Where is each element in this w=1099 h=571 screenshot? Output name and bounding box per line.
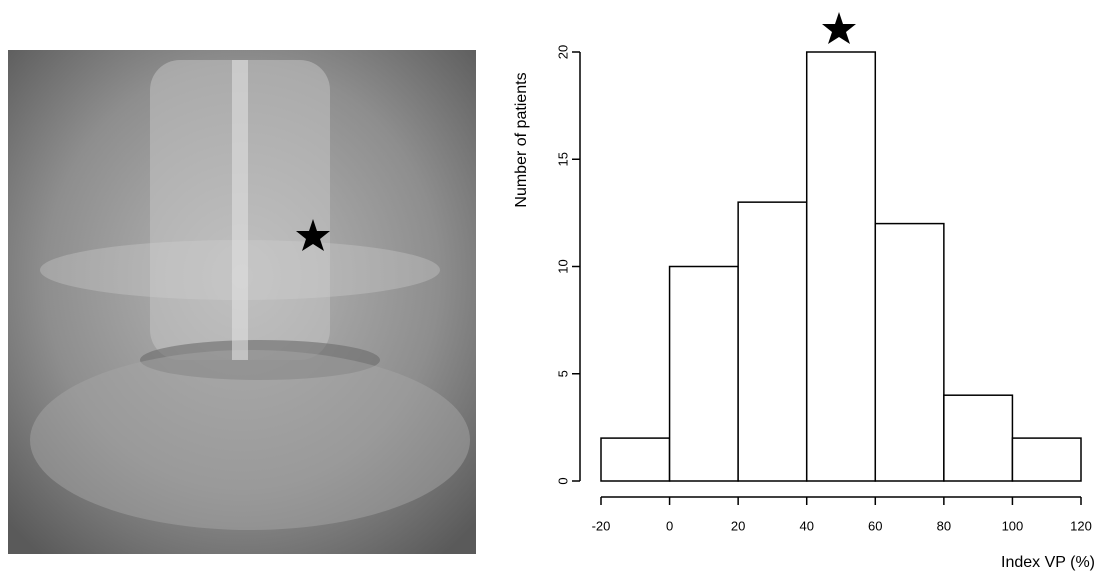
x-tick-label: 0 [666,518,673,533]
bar [670,267,739,482]
y-tick-label: 10 [555,259,570,273]
y-tick-label: 0 [555,477,570,484]
bar [738,202,807,481]
bar [944,395,1013,481]
peak-star [822,12,856,44]
x-tick-label: 80 [937,518,951,533]
bar [807,52,876,481]
x-tick-label: 60 [868,518,882,533]
x-tick-label: -20 [592,518,611,533]
bar [1012,438,1081,481]
figure: Index VP (%) Number of patients 0 5 10 15 20… [0,0,1099,571]
y-axis-label: Number of patients [513,72,530,207]
bar [875,224,944,481]
y-tick-label: 20 [555,45,570,59]
bar [601,438,670,481]
xray-image [8,50,476,554]
page: Index VP (%) Number of patients 0 5 10 15 20… [0,0,1099,571]
y-tick-label: 15 [555,152,570,166]
x-tick-label: 100 [1002,518,1024,533]
y-tick-label: 5 [555,370,570,377]
x-axis-label: Index VP (%) [1001,554,1095,571]
x-tick-label: 20 [731,518,745,533]
x-tick-label: 40 [799,518,813,533]
x-tick-label: 120 [1070,518,1092,533]
